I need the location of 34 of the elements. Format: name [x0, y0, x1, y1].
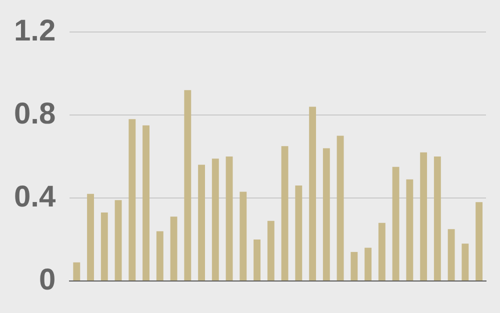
bar [170, 216, 178, 280]
bar [322, 148, 330, 280]
bar [462, 244, 469, 280]
bar [448, 229, 455, 280]
bar [87, 194, 94, 280]
bar [406, 179, 414, 280]
bar [420, 152, 428, 280]
bar [73, 262, 80, 280]
bar [336, 136, 344, 280]
bar [350, 252, 358, 280]
bar [295, 186, 302, 280]
bar [364, 248, 372, 280]
bar [156, 231, 164, 280]
bar [100, 212, 108, 280]
bar [142, 125, 150, 280]
bar [114, 200, 122, 280]
bar [281, 146, 288, 280]
bar [309, 106, 316, 280]
bar [392, 166, 400, 280]
bar [226, 156, 233, 280]
bar [198, 164, 205, 280]
bar [184, 90, 192, 280]
y-tick-label: 0.8 [14, 97, 56, 130]
y-tick-label: 0.4 [14, 180, 56, 214]
bar [267, 220, 274, 280]
y-tick-label: 0 [39, 263, 56, 296]
bar [240, 192, 247, 280]
bar [212, 158, 219, 280]
y-tick-label: 1.2 [14, 14, 56, 48]
bar [378, 222, 386, 280]
bar [476, 202, 483, 280]
bar [128, 119, 136, 280]
bar [434, 156, 441, 280]
bar [254, 240, 261, 280]
